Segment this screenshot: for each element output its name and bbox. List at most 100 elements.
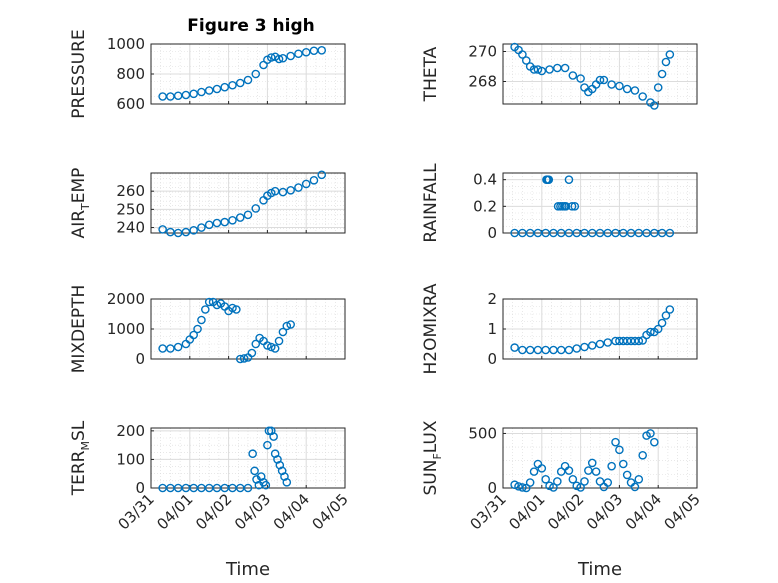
theta-point [622, 84, 632, 94]
pressure-point [228, 80, 237, 90]
theta-point [657, 69, 667, 79]
air-temp-point [278, 187, 288, 197]
theta-point [599, 75, 609, 85]
air-temp-point [286, 185, 295, 195]
theta-point [576, 74, 585, 83]
sun-flux-point [553, 477, 562, 486]
h2omixra-point [580, 342, 589, 352]
rainfall-point [570, 202, 580, 211]
pressure-point [301, 47, 311, 57]
pressure-point [294, 49, 303, 59]
y-tick-label: 1000 [107, 35, 145, 53]
x-tick-label: 04/05 [309, 490, 352, 533]
mixdepth-point [197, 315, 206, 325]
y-tick-label: 270 [468, 43, 497, 61]
rainfall-point [567, 202, 577, 211]
pressure-panel: 600 800 1000 PRESSURE [69, 29, 346, 119]
pressure-point [220, 82, 230, 92]
air-temp-point [243, 210, 253, 220]
mixdepth-point [166, 344, 175, 353]
mixdepth-point [212, 300, 222, 310]
y-tick-label: 268 [468, 73, 497, 91]
pressure-point [181, 90, 191, 100]
theta-point [595, 75, 605, 85]
terr-msl-point [263, 440, 272, 450]
air-temp-point [158, 225, 167, 234]
air-temp-point [317, 170, 327, 180]
mixdepth-point [247, 348, 257, 358]
sun-flux-point [650, 437, 659, 447]
sun-flux-point [603, 478, 613, 487]
y-tick-label: 800 [116, 65, 145, 83]
x-tick-label: 04/04 [622, 490, 665, 533]
x-tick-label: 04/05 [661, 490, 704, 533]
h2omixra-point [572, 344, 582, 353]
h2omixra-point [665, 305, 675, 314]
sun-flux-point [568, 474, 578, 484]
sun-flux-point [556, 467, 566, 476]
pressure-ylabel: PRESSURE [69, 29, 89, 118]
air-temp-point [309, 175, 319, 185]
air-temp-point [235, 213, 245, 222]
air-temp-point [251, 204, 261, 213]
sun-flux-point [521, 483, 531, 493]
air-temp-point [220, 217, 230, 227]
theta-point [529, 65, 539, 74]
h2omixra-point [661, 311, 671, 320]
mixdepth-point [173, 342, 183, 352]
theta-point [661, 57, 671, 67]
sun-flux-xlabel: Time [577, 559, 622, 580]
pressure-point [317, 46, 327, 55]
pressure-point [204, 86, 214, 95]
sun-flux-point [545, 481, 554, 491]
terr-msl-xlabel: Time [225, 559, 270, 580]
y-tick-label: 0 [487, 350, 497, 368]
sun-flux-point [518, 483, 527, 492]
air-temp-point [294, 183, 303, 192]
y-tick-label: 0 [487, 479, 497, 497]
y-tick-label: 1000 [107, 320, 145, 338]
y-tick-label: 600 [116, 95, 145, 113]
sun-flux-point [646, 429, 655, 438]
air-temp-ylabel: AIRTEMP [69, 168, 92, 239]
pressure-point [243, 75, 253, 85]
rainfall-point [665, 228, 675, 238]
theta-point [568, 71, 578, 80]
h2omixra-point [564, 345, 574, 355]
y-tick-label: 0 [135, 350, 145, 368]
theta-ylabel: THETA [421, 46, 441, 102]
y-tick-label: 1 [487, 320, 497, 338]
rainfall-point [561, 202, 571, 211]
pressure-point [189, 89, 198, 99]
sun-flux-point [514, 482, 523, 491]
x-tick-label: 04/03 [583, 490, 626, 533]
mixdepth-point [228, 303, 237, 313]
mixdepth-point [251, 339, 261, 349]
pressure-point [212, 84, 222, 94]
terr-msl-ylabel: TERRMSL [69, 420, 92, 496]
mixdepth-point [278, 327, 288, 337]
h2omixra-point [510, 343, 519, 352]
h2omixra-point [634, 336, 644, 346]
h2omixra-point [646, 327, 655, 337]
x-tick-label: 04/01 [153, 490, 196, 533]
terr-msl-point [269, 432, 278, 441]
theta-point [537, 66, 547, 76]
y-tick-label: 2000 [107, 290, 145, 308]
sun-flux-point [525, 478, 535, 487]
y-tick-label: 0 [487, 224, 497, 242]
y-tick-label: 100 [116, 450, 145, 468]
terr-msl-point [282, 477, 292, 487]
air-temp-point [204, 220, 214, 230]
theta-point [653, 83, 663, 92]
sun-flux-point [510, 480, 519, 490]
sun-flux-point [537, 464, 547, 473]
y-tick-label: 0.2 [473, 197, 497, 215]
sun-flux-point [549, 483, 558, 492]
h2omixra-point [603, 338, 613, 347]
theta-panel: 268 270 THETA [421, 43, 698, 110]
h2omixra-panel: 0 1 2 H2OMIXRA [421, 283, 698, 375]
y-tick-label: 0 [135, 479, 145, 497]
mixdepth-point [282, 321, 292, 331]
